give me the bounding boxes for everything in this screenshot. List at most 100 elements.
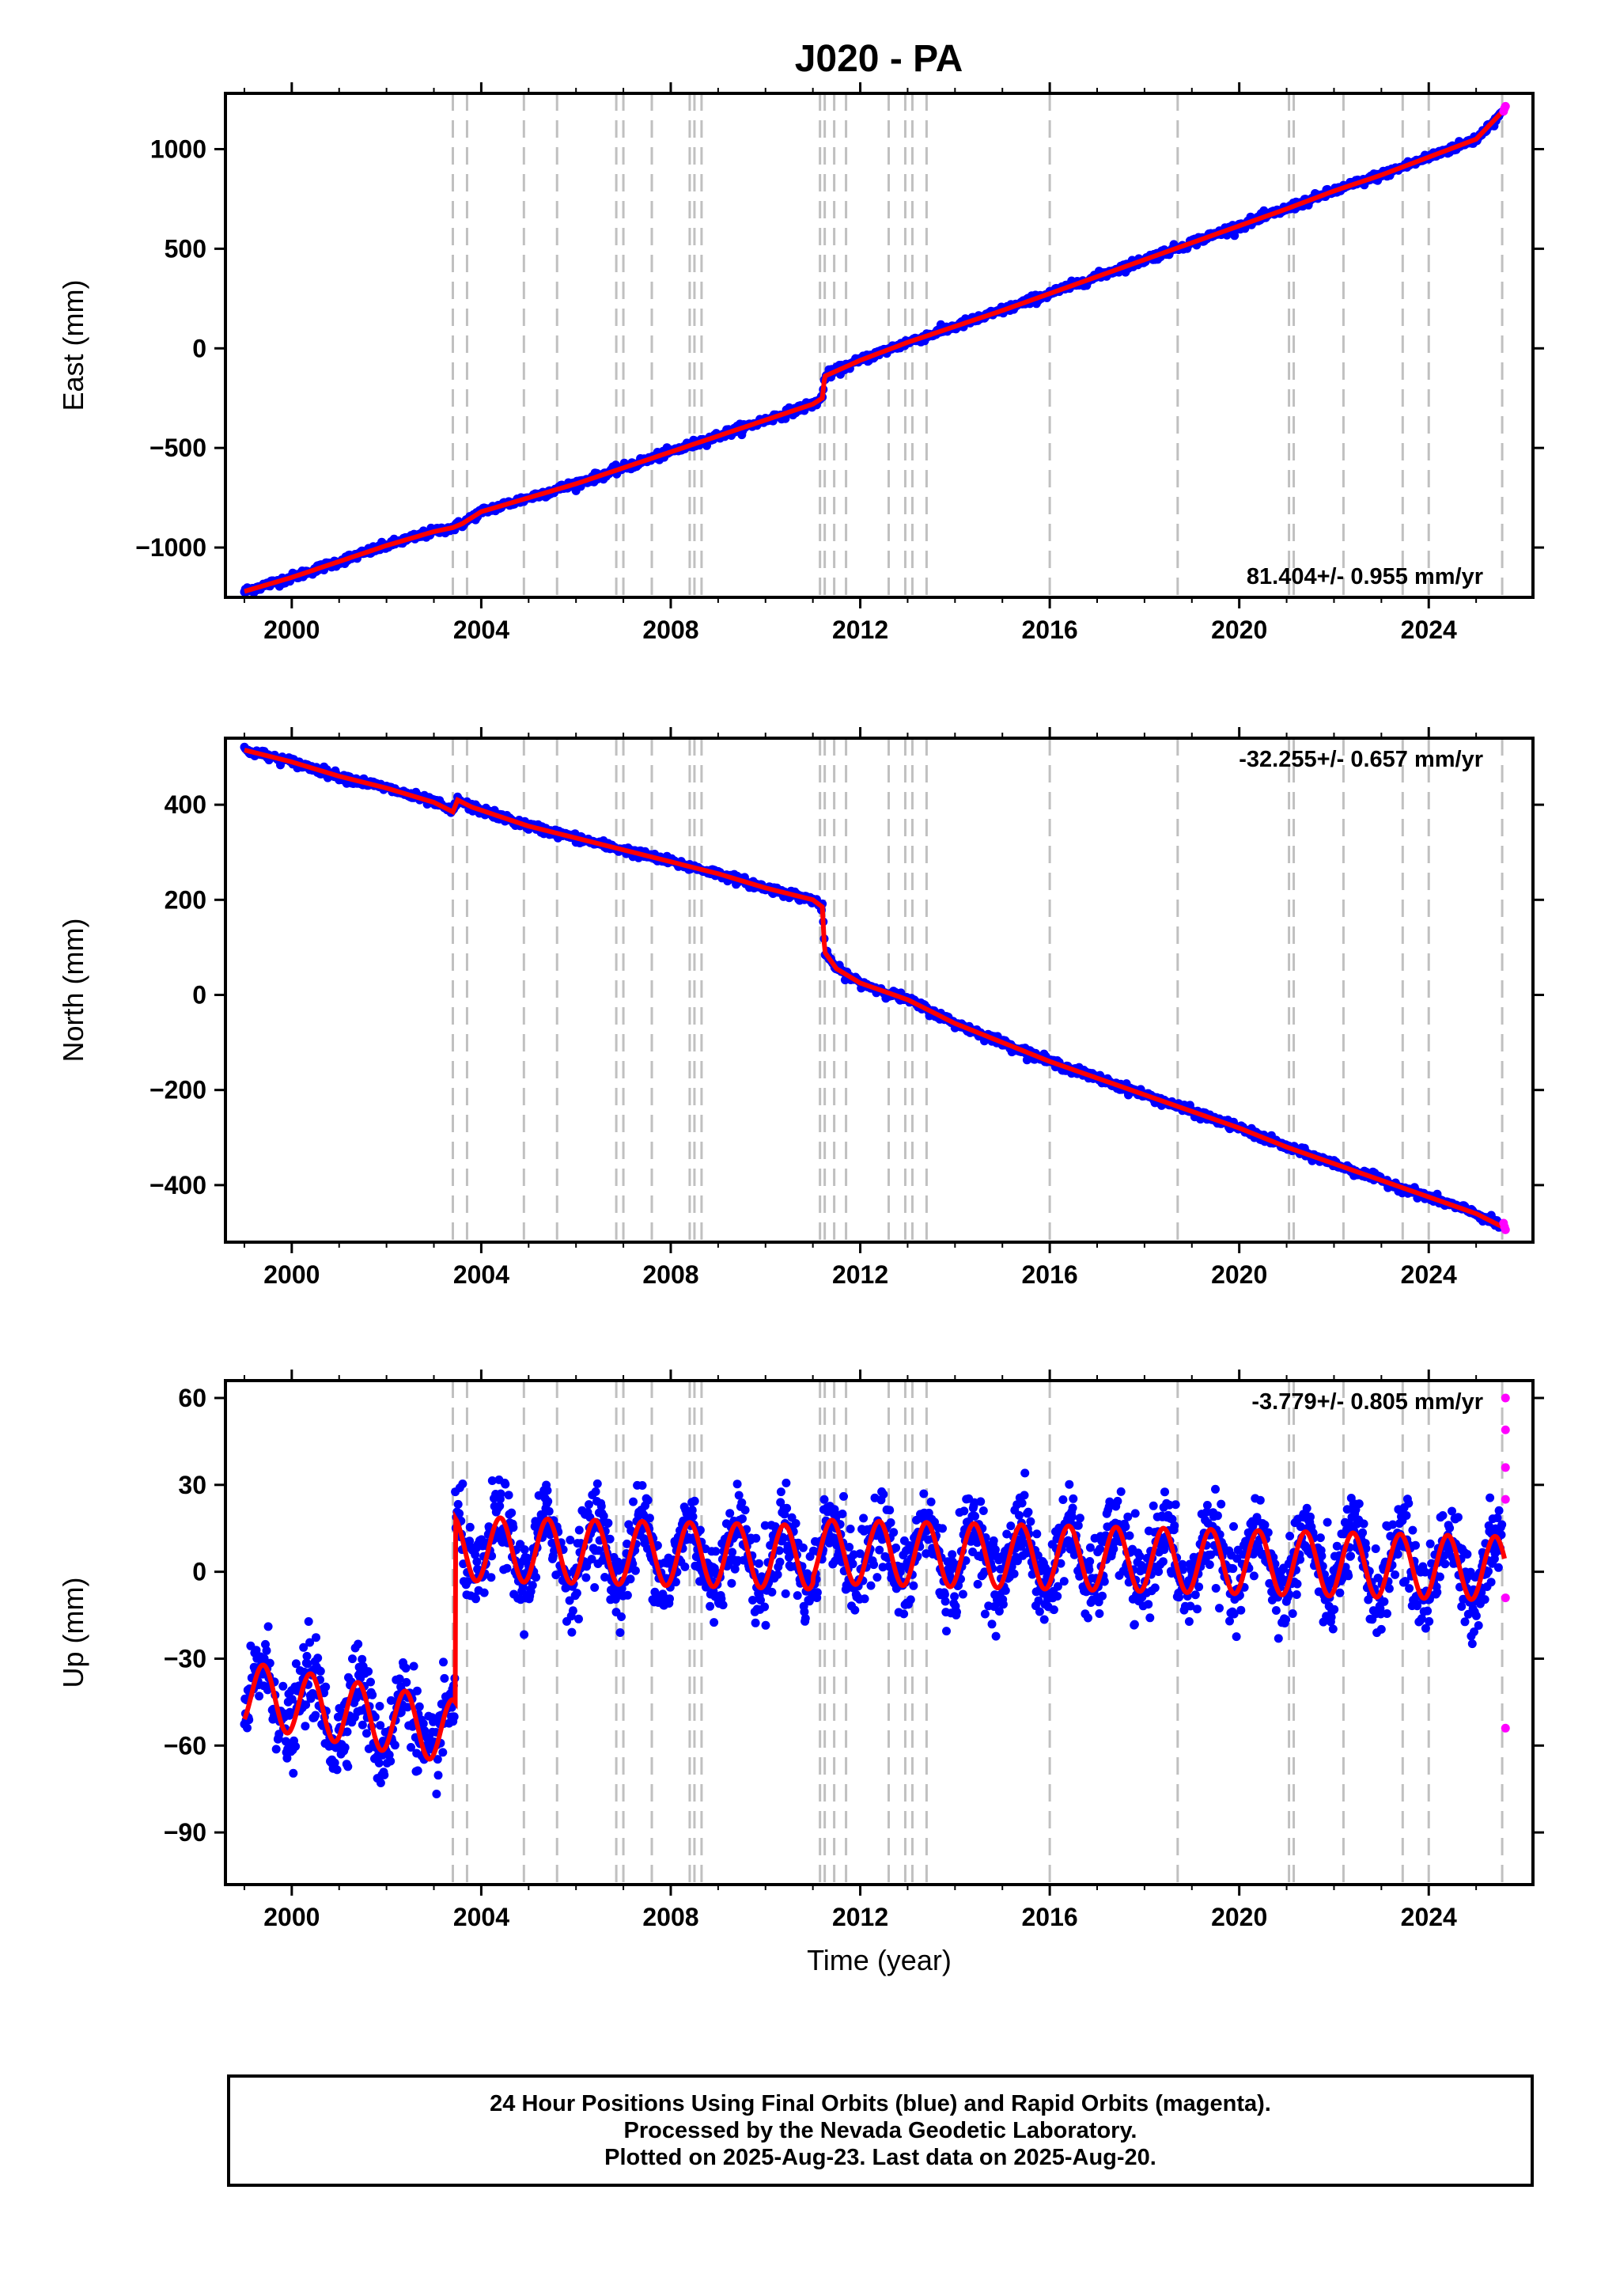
data-point	[728, 1548, 737, 1557]
rapid-point	[1501, 1225, 1510, 1234]
data-point	[412, 1686, 422, 1695]
data-point	[543, 1486, 552, 1495]
final-orbit-points	[240, 1468, 1507, 1798]
y-axis-label: East (mm)	[57, 280, 89, 411]
data-point	[850, 1605, 860, 1615]
data-point	[869, 1560, 879, 1570]
data-point	[973, 1579, 982, 1589]
data-point	[767, 1587, 777, 1597]
data-point	[520, 1630, 529, 1639]
data-point	[1085, 1557, 1095, 1566]
data-point	[989, 1536, 998, 1545]
data-point	[875, 1545, 884, 1555]
data-point	[302, 1651, 312, 1661]
data-point	[1024, 1507, 1033, 1517]
data-point	[793, 1591, 802, 1601]
data-point	[866, 1581, 876, 1590]
data-point	[1359, 1519, 1368, 1529]
data-point	[590, 1583, 600, 1592]
data-point	[942, 1627, 951, 1636]
data-point	[629, 1497, 638, 1506]
data-point	[409, 1661, 418, 1671]
data-point	[1346, 1552, 1355, 1561]
data-point	[568, 1606, 577, 1616]
data-point	[311, 1711, 320, 1720]
data-point	[1315, 1533, 1325, 1543]
data-point	[1069, 1494, 1078, 1503]
data-point	[1194, 1582, 1204, 1592]
data-point	[1154, 1567, 1164, 1576]
data-point	[1096, 1544, 1105, 1554]
data-point	[1006, 1521, 1016, 1531]
data-point	[1017, 1498, 1027, 1508]
data-point	[938, 1524, 947, 1533]
data-point	[1323, 1517, 1332, 1527]
data-point	[501, 1480, 510, 1489]
data-point	[959, 1506, 969, 1516]
y-tick-label: 400	[165, 790, 206, 819]
x-tick-label: 2016	[1022, 616, 1078, 644]
data-point	[1158, 1557, 1168, 1567]
data-point	[479, 1588, 489, 1597]
data-point	[1150, 1583, 1160, 1593]
data-point	[1113, 1496, 1122, 1506]
data-point	[1032, 1529, 1042, 1539]
data-point	[354, 1639, 363, 1649]
data-point	[278, 1681, 288, 1691]
data-point	[1049, 1605, 1058, 1615]
data-point	[496, 1489, 505, 1498]
data-point	[987, 1620, 997, 1629]
data-point	[368, 1690, 377, 1699]
velocity-label: -32.255+/- 0.657 mm/yr	[1239, 747, 1483, 772]
data-point	[291, 1741, 301, 1751]
data-point	[791, 1519, 800, 1528]
data-point	[1123, 1512, 1133, 1521]
data-point	[615, 1628, 625, 1637]
data-point	[433, 1771, 443, 1780]
data-point	[926, 1497, 936, 1506]
data-point	[941, 1597, 950, 1606]
data-point	[776, 1487, 785, 1497]
data-point	[592, 1479, 602, 1488]
data-point	[1302, 1503, 1311, 1513]
data-point	[458, 1480, 467, 1488]
data-point	[860, 1594, 869, 1604]
data-point	[1328, 1624, 1338, 1634]
x-tick-label: 2020	[1211, 1260, 1267, 1289]
data-point	[991, 1631, 1001, 1641]
data-point	[1184, 1617, 1194, 1626]
data-point	[1193, 1605, 1202, 1614]
data-point	[502, 1563, 512, 1573]
data-point	[1009, 1569, 1019, 1578]
data-point	[1020, 1468, 1030, 1478]
data-point	[782, 1478, 791, 1487]
data-point	[1202, 1501, 1212, 1510]
y-tick-label: −1000	[135, 533, 206, 562]
x-tick-label: 2012	[832, 1260, 888, 1289]
data-point	[439, 1658, 448, 1667]
data-point	[1344, 1571, 1353, 1581]
data-point	[1130, 1620, 1139, 1629]
data-point	[1236, 1605, 1246, 1615]
data-point	[706, 1601, 715, 1611]
data-point	[301, 1722, 310, 1731]
data-point	[304, 1617, 313, 1626]
data-point	[289, 1768, 298, 1778]
data-point	[358, 1720, 367, 1730]
data-point	[980, 1609, 990, 1619]
data-point	[1393, 1550, 1402, 1559]
data-point	[1020, 1491, 1029, 1500]
data-point	[1067, 1512, 1077, 1521]
data-point	[819, 1495, 829, 1504]
data-point	[782, 1503, 792, 1513]
data-point	[1274, 1634, 1283, 1643]
data-point	[846, 1525, 855, 1533]
data-point	[1058, 1495, 1068, 1504]
x-tick-label: 2024	[1401, 1260, 1457, 1289]
data-point	[374, 1758, 384, 1767]
data-point	[1249, 1571, 1258, 1581]
data-point	[879, 1490, 888, 1499]
data-point	[440, 1673, 449, 1683]
